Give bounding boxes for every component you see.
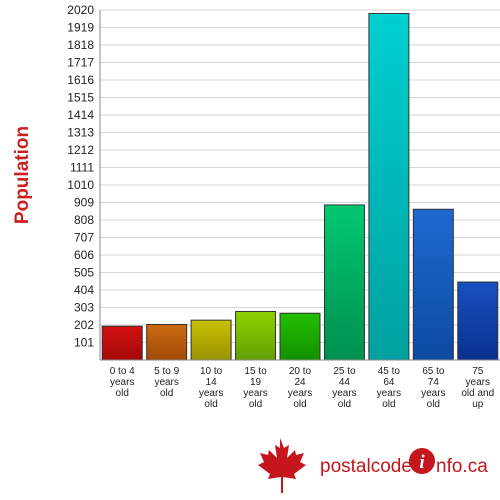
x-tick-line: 10 to bbox=[200, 366, 223, 377]
x-tick-line: years bbox=[243, 388, 267, 399]
y-tick-label: 707 bbox=[74, 231, 94, 245]
bar-series bbox=[101, 12, 499, 361]
y-axis-label: Population bbox=[12, 126, 33, 224]
x-tick-line: 65 to bbox=[422, 366, 445, 377]
x-tick-line: years bbox=[466, 377, 490, 388]
x-tick-line: old and bbox=[461, 388, 494, 399]
x-tick-line: 24 bbox=[294, 377, 306, 388]
bar bbox=[146, 323, 188, 361]
y-tick-label: 505 bbox=[74, 266, 94, 280]
x-tick-line: 0 to 4 bbox=[110, 366, 135, 377]
bar bbox=[190, 319, 232, 361]
bar bbox=[457, 281, 499, 361]
x-tick-line: years bbox=[199, 388, 223, 399]
x-tick-label: 5 to 9 years old bbox=[154, 366, 179, 399]
x-tick-line: years bbox=[421, 388, 445, 399]
y-tick-label: 303 bbox=[74, 301, 94, 315]
logo-text-code: code bbox=[371, 456, 412, 477]
x-tick-line: 74 bbox=[428, 377, 440, 388]
x-tick-line: 19 bbox=[250, 377, 262, 388]
chart-grid bbox=[100, 9, 500, 343]
y-tick-label: 404 bbox=[74, 283, 94, 297]
x-tick-label: 75 years old and up bbox=[461, 366, 494, 410]
x-tick-line: old bbox=[160, 388, 173, 399]
maple-leaf-icon bbox=[258, 438, 306, 493]
logo-text-nfo: nfo.ca bbox=[436, 456, 488, 477]
y-axis-ticks: 101 202 303 404 505 606 707 808 909 1010 1111 1212 1… bbox=[67, 3, 94, 350]
y-tick-label: 1616 bbox=[67, 73, 94, 87]
y-tick-label: 1919 bbox=[67, 21, 94, 35]
bar bbox=[323, 204, 365, 361]
x-tick-line: years bbox=[288, 388, 312, 399]
x-tick-label: 10 to 14 years old bbox=[199, 366, 223, 410]
x-tick-line: years bbox=[377, 388, 401, 399]
y-tick-label: 2020 bbox=[67, 3, 94, 17]
x-tick-label: 65 to 74 years old bbox=[421, 366, 445, 410]
y-tick-label: 606 bbox=[74, 248, 94, 262]
y-tick-label: 1010 bbox=[67, 178, 94, 192]
x-tick-line: 5 to 9 bbox=[154, 366, 179, 377]
x-tick-label: 0 to 4 years old bbox=[110, 366, 135, 399]
x-tick-line: years bbox=[154, 377, 178, 388]
bar bbox=[235, 310, 277, 361]
bar bbox=[101, 325, 143, 361]
info-icon-letter: i bbox=[419, 452, 425, 473]
bar bbox=[368, 12, 410, 361]
x-tick-line: 45 to bbox=[378, 366, 401, 377]
bar bbox=[412, 208, 454, 361]
x-tick-line: up bbox=[472, 399, 484, 410]
x-tick-line: 44 bbox=[339, 377, 351, 388]
x-tick-label: 45 to 64 years old bbox=[377, 366, 401, 410]
y-tick-label: 1515 bbox=[67, 91, 94, 105]
y-tick-label: 1818 bbox=[67, 38, 94, 52]
y-tick-label: 1111 bbox=[70, 161, 94, 175]
site-logo: postalcode i nfo.ca bbox=[258, 438, 488, 493]
population-chart: 101 202 303 404 505 606 707 808 909 1010 1111 1212 1… bbox=[12, 3, 500, 410]
x-tick-line: old bbox=[249, 399, 262, 410]
x-tick-label: 15 to 19 years old bbox=[243, 366, 267, 410]
x-tick-line: 75 bbox=[472, 366, 484, 377]
x-tick-line: old bbox=[116, 388, 129, 399]
y-tick-label: 1212 bbox=[67, 143, 94, 157]
y-tick-label: 808 bbox=[74, 213, 94, 227]
x-tick-line: years bbox=[110, 377, 134, 388]
info-icon: i bbox=[409, 448, 435, 474]
x-tick-line: old bbox=[382, 399, 395, 410]
y-tick-label: 1414 bbox=[67, 108, 94, 122]
x-tick-line: old bbox=[427, 399, 440, 410]
x-tick-line: old bbox=[338, 399, 351, 410]
y-tick-label: 1717 bbox=[67, 56, 94, 70]
y-tick-label: 1313 bbox=[67, 126, 94, 140]
x-tick-line: years bbox=[332, 388, 356, 399]
logo-text-postal: postal bbox=[320, 456, 371, 477]
x-tick-line: 14 bbox=[206, 377, 218, 388]
x-tick-line: 20 to bbox=[289, 366, 312, 377]
svg-text:postalcode: postalcode bbox=[320, 456, 412, 477]
x-tick-line: 15 to bbox=[244, 366, 267, 377]
x-tick-line: 25 to bbox=[333, 366, 356, 377]
x-tick-line: old bbox=[293, 399, 306, 410]
x-tick-label: 25 to 44 years old bbox=[332, 366, 356, 410]
x-tick-label: 20 to 24 years old bbox=[288, 366, 312, 410]
y-tick-label: 101 bbox=[74, 336, 94, 350]
y-tick-label: 202 bbox=[74, 318, 94, 332]
x-tick-line: old bbox=[204, 399, 217, 410]
y-tick-label: 909 bbox=[74, 196, 94, 210]
bar bbox=[279, 312, 321, 361]
x-tick-line: 64 bbox=[383, 377, 395, 388]
